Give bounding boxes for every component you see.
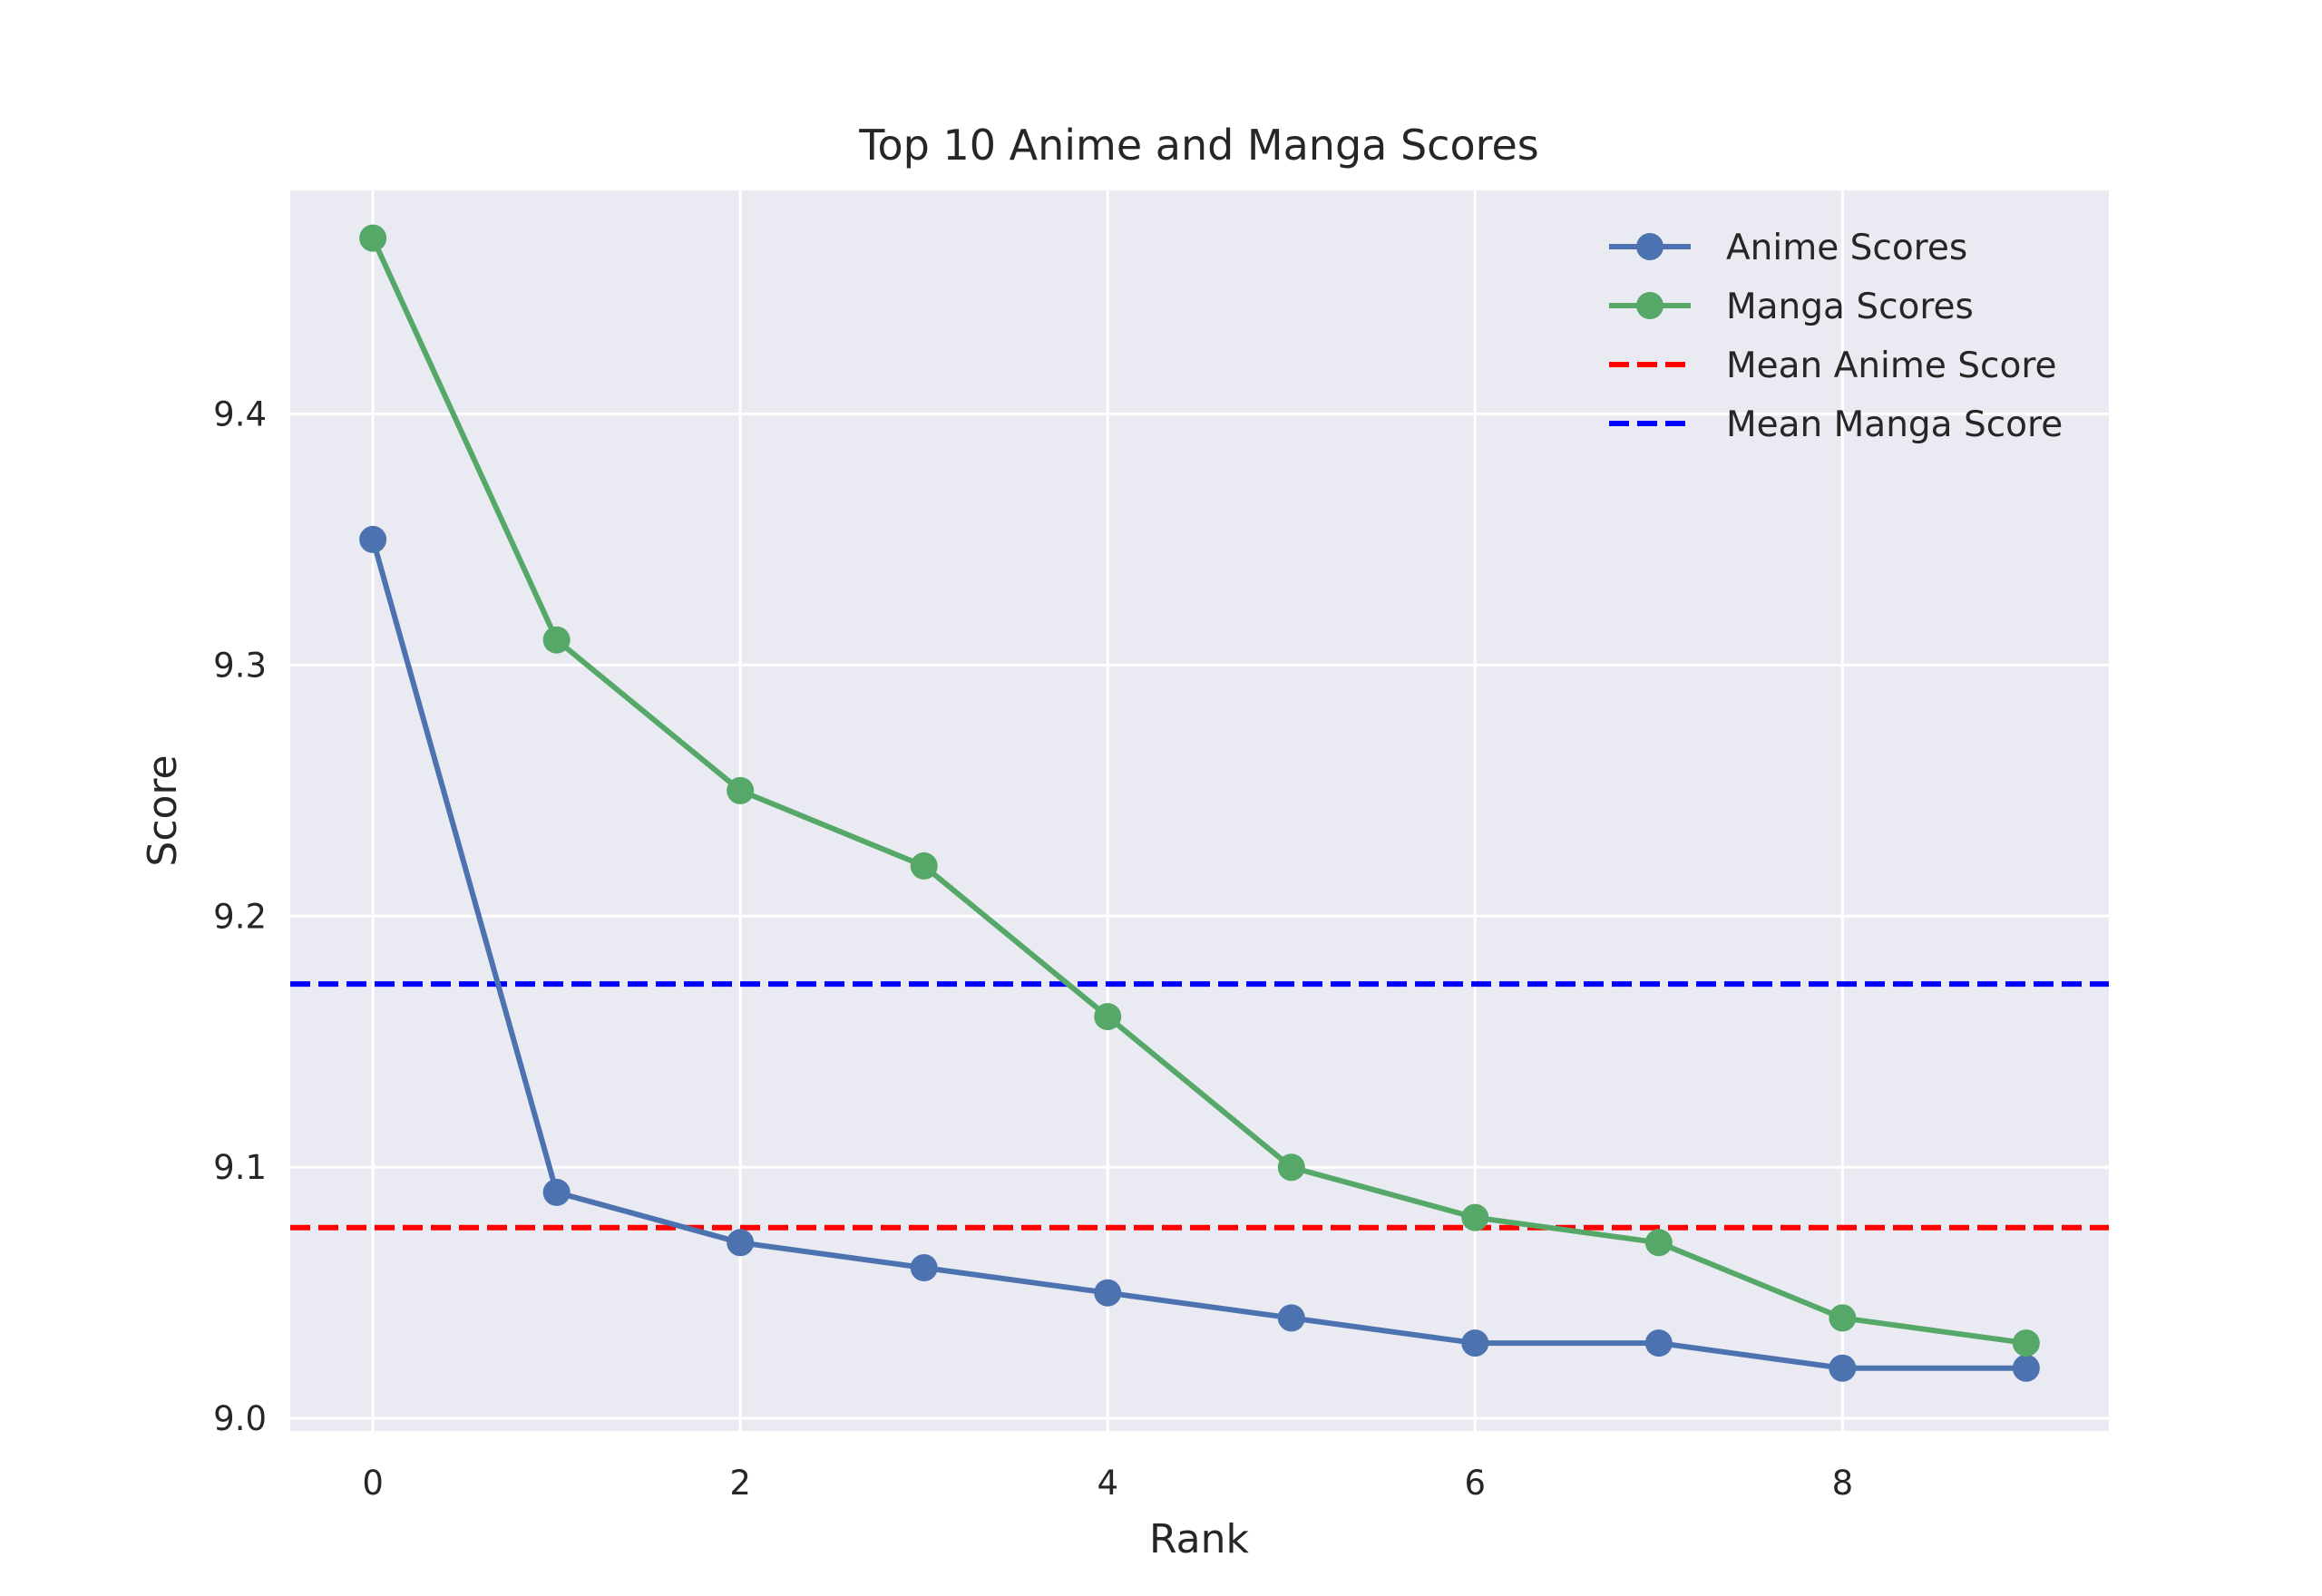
x-tick-label: 8 [1832,1464,1854,1503]
y-axis-label: Score [140,754,186,866]
mean-lines [290,981,2109,1231]
x-tick-label: 6 [1465,1464,1487,1503]
y-tick-label: 9.3 [213,646,267,685]
anime-point-2 [727,1229,755,1257]
y-tick-label: 9.0 [213,1399,267,1438]
manga-point-2 [727,776,755,804]
y-tick-label: 9.1 [213,1148,267,1187]
anime-point-1 [542,1178,571,1206]
manga-point-8 [1829,1304,1857,1332]
x-tick-label: 0 [362,1464,384,1503]
plot-area [290,190,2109,1431]
y-tick-label: 9.2 [213,897,267,936]
legend-label-manga-scores: Manga Scores [1726,287,1974,327]
legend-marker-manga-scores [1636,292,1663,319]
x-tick-label: 4 [1097,1464,1118,1503]
x-tick-labels: 0 2 4 6 8 [362,1464,1853,1503]
anime-series-line [370,539,2026,1371]
legend-label-mean-anime-score: Mean Anime Score [1726,345,2057,386]
manga-point-5 [1277,1153,1305,1182]
anime-point-3 [910,1254,938,1281]
y-tick-labels: 9.0 9.1 9.2 9.3 9.4 [213,394,267,1438]
series-group [359,224,2040,1382]
chart-title: Top 10 Anime and Manga Scores [858,121,1539,170]
manga-point-0 [359,224,387,252]
manga-point-9 [2012,1329,2040,1358]
anime-point-7 [1644,1329,1673,1358]
anime-point-4 [1094,1279,1122,1307]
manga-point-3 [910,852,938,880]
anime-point-9 [2012,1354,2040,1382]
anime-point-5 [1277,1304,1305,1332]
manga-point-6 [1461,1203,1489,1231]
x-tick-label: 2 [729,1464,751,1503]
legend-label-anime-scores: Anime Scores [1726,228,1967,268]
manga-point-4 [1094,1003,1122,1031]
manga-series-line [370,237,2027,1347]
y-tick-label: 9.4 [213,394,267,433]
legend: Anime Scores Manga Scores Mean Anime Score… [1609,228,2063,445]
manga-point-7 [1644,1229,1673,1257]
legend-marker-anime-scores [1636,233,1663,260]
legend-label-mean-manga-score: Mean Manga Score [1726,404,2063,445]
anime-point-8 [1829,1354,1857,1382]
anime-point-0 [359,525,387,553]
anime-point-6 [1461,1329,1489,1358]
x-axis-label: Rank [1149,1516,1249,1562]
manga-point-1 [542,626,571,654]
